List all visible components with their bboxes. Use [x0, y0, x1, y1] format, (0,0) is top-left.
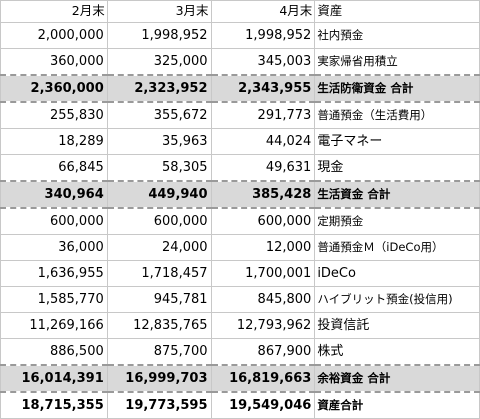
- table-row: 18,289 35,963 44,024 電子マネー: [0, 128, 480, 155]
- cell-apr[interactable]: 600,000: [210, 207, 316, 235]
- cell-feb[interactable]: 360,000: [0, 48, 108, 76]
- header-item[interactable]: 資産: [314, 0, 480, 23]
- cell-feb[interactable]: 600,000: [0, 207, 108, 235]
- cell-apr[interactable]: 845,800: [210, 286, 316, 313]
- cell-item[interactable]: ハイブリット預金(投信用): [314, 286, 480, 313]
- table-row: 11,269,166 12,835,765 12,793,962 投資信託: [0, 312, 480, 339]
- cell-item[interactable]: 生活資金 合計: [314, 180, 480, 209]
- cell-feb[interactable]: 1,636,955: [0, 260, 108, 287]
- table-row: 1,585,770 945,781 845,800 ハイブリット預金(投信用): [0, 286, 480, 313]
- cell-feb[interactable]: 16,014,391: [0, 364, 108, 393]
- cell-apr[interactable]: 291,773: [210, 101, 316, 129]
- cell-apr[interactable]: 44,024: [210, 128, 316, 155]
- cell-mar[interactable]: 58,305: [106, 154, 212, 182]
- cell-item[interactable]: 社内預金: [314, 22, 480, 49]
- grand-total-row: 18,715,355 19,773,595 19,549,046 資産合計: [0, 391, 480, 419]
- table-row: 1,636,955 1,718,457 1,700,001 iDeCo: [0, 260, 480, 287]
- cell-apr[interactable]: 1,998,952: [210, 22, 316, 49]
- cell-apr[interactable]: 867,900: [210, 338, 316, 366]
- table-row: 600,000 600,000 600,000 定期預金: [0, 207, 480, 235]
- table-row: 255,830 355,672 291,773 普通預金（生活費用）: [0, 101, 480, 129]
- cell-mar[interactable]: 35,963: [106, 128, 212, 155]
- cell-feb[interactable]: 36,000: [0, 234, 108, 261]
- cell-item[interactable]: 株式: [314, 338, 480, 366]
- cell-item[interactable]: 普通預金Ｍ（iDeCo用）: [314, 234, 480, 261]
- cell-apr[interactable]: 385,428: [210, 180, 316, 209]
- header-apr[interactable]: 4月末: [210, 0, 316, 23]
- cell-apr[interactable]: 12,793,962: [210, 312, 316, 339]
- cell-feb[interactable]: 18,715,355: [0, 391, 108, 419]
- cell-apr[interactable]: 1,700,001: [210, 260, 316, 287]
- cell-mar[interactable]: 1,998,952: [106, 22, 212, 49]
- cell-mar[interactable]: 12,835,765: [106, 312, 212, 339]
- cell-feb[interactable]: 340,964: [0, 180, 108, 209]
- cell-mar[interactable]: 945,781: [106, 286, 212, 313]
- cell-mar[interactable]: 875,700: [106, 338, 212, 366]
- cell-feb[interactable]: 1,585,770: [0, 286, 108, 313]
- cell-item[interactable]: 投資信託: [314, 312, 480, 339]
- header-row: 2月末 3月末 4月末 資産: [0, 0, 480, 23]
- cell-mar[interactable]: 449,940: [106, 180, 212, 209]
- cell-feb[interactable]: 886,500: [0, 338, 108, 366]
- cell-feb[interactable]: 255,830: [0, 101, 108, 129]
- cell-mar[interactable]: 2,323,952: [106, 74, 212, 103]
- table-row: 2,000,000 1,998,952 1,998,952 社内預金: [0, 22, 480, 49]
- cell-item[interactable]: 実家帰省用積立: [314, 48, 480, 76]
- header-mar[interactable]: 3月末: [106, 0, 212, 23]
- table-row: 66,845 58,305 49,631 現金: [0, 154, 480, 182]
- cell-apr[interactable]: 49,631: [210, 154, 316, 182]
- header-feb[interactable]: 2月末: [0, 0, 108, 23]
- cell-mar[interactable]: 16,999,703: [106, 364, 212, 393]
- cell-item[interactable]: 余裕資金 合計: [314, 364, 480, 393]
- cell-mar[interactable]: 600,000: [106, 207, 212, 235]
- cell-item[interactable]: 定期預金: [314, 207, 480, 235]
- cell-mar[interactable]: 24,000: [106, 234, 212, 261]
- cell-apr[interactable]: 2,343,955: [210, 74, 316, 103]
- cell-item[interactable]: 資産合計: [314, 391, 480, 419]
- table-row: 886,500 875,700 867,900 株式: [0, 338, 480, 366]
- subtotal-row: 2,360,000 2,323,952 2,343,955 生活防衛資金 合計: [0, 74, 480, 103]
- cell-feb[interactable]: 2,000,000: [0, 22, 108, 49]
- table-row: 360,000 325,000 345,003 実家帰省用積立: [0, 48, 480, 76]
- cell-mar[interactable]: 1,718,457: [106, 260, 212, 287]
- cell-apr[interactable]: 16,819,663: [210, 364, 316, 393]
- subtotal-row: 16,014,391 16,999,703 16,819,663 余裕資金 合計: [0, 364, 480, 393]
- cell-item[interactable]: 電子マネー: [314, 128, 480, 155]
- cell-apr[interactable]: 345,003: [210, 48, 316, 76]
- cell-item[interactable]: 生活防衛資金 合計: [314, 74, 480, 103]
- cell-item[interactable]: iDeCo: [314, 260, 480, 287]
- cell-item[interactable]: 現金: [314, 154, 480, 182]
- cell-apr[interactable]: 12,000: [210, 234, 316, 261]
- cell-feb[interactable]: 66,845: [0, 154, 108, 182]
- cell-feb[interactable]: 18,289: [0, 128, 108, 155]
- subtotal-row: 340,964 449,940 385,428 生活資金 合計: [0, 180, 480, 209]
- cell-feb[interactable]: 11,269,166: [0, 312, 108, 339]
- cell-feb[interactable]: 2,360,000: [0, 74, 108, 103]
- cell-mar[interactable]: 355,672: [106, 101, 212, 129]
- cell-mar[interactable]: 325,000: [106, 48, 212, 76]
- table-row: 36,000 24,000 12,000 普通預金Ｍ（iDeCo用）: [0, 234, 480, 261]
- cell-item[interactable]: 普通預金（生活費用）: [314, 101, 480, 129]
